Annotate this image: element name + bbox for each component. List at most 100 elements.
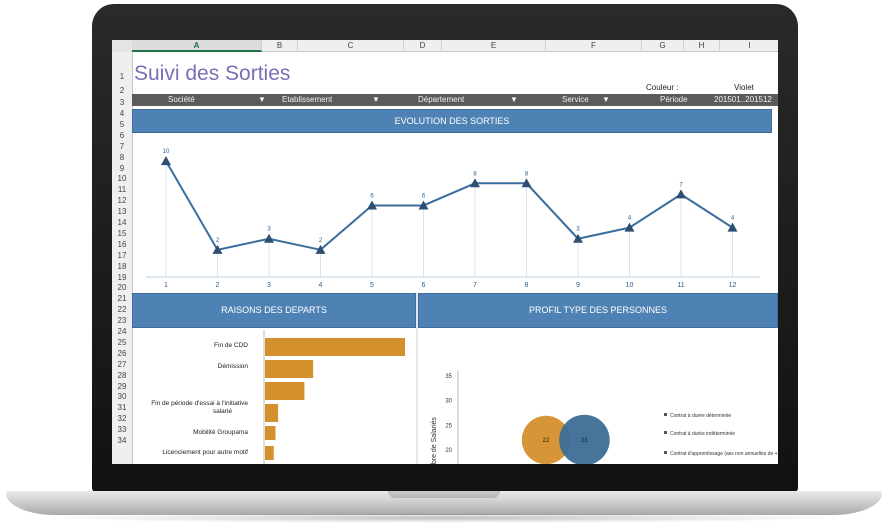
row-header[interactable]: 5 bbox=[119, 119, 125, 129]
data-label: 8 bbox=[473, 171, 477, 177]
x-tick-label: 3 bbox=[267, 282, 271, 289]
evolution-banner: EVOLUTION DES SORTIES bbox=[132, 109, 772, 133]
x-tick-label: 12 bbox=[729, 282, 737, 289]
row-header[interactable]: 33 bbox=[117, 425, 127, 435]
column-header[interactable]: B bbox=[262, 40, 298, 52]
dropdown-arrow-icon[interactable]: ▼ bbox=[372, 95, 380, 104]
data-point bbox=[161, 156, 171, 166]
row-header[interactable]: 19 bbox=[117, 272, 127, 282]
data-point bbox=[470, 178, 480, 188]
column-header[interactable]: E bbox=[442, 40, 546, 52]
filter-periode[interactable]: Période bbox=[660, 95, 688, 104]
data-label: 7 bbox=[679, 182, 683, 188]
row-header[interactable]: 20 bbox=[117, 283, 127, 293]
column-header[interactable]: F bbox=[546, 40, 642, 52]
x-tick-label: 1 bbox=[164, 282, 168, 289]
row-header[interactable]: 22 bbox=[117, 305, 127, 315]
page-title: Suivi des Sorties bbox=[134, 62, 291, 85]
row-header[interactable]: 14 bbox=[117, 218, 127, 227]
row-header[interactable]: 34 bbox=[117, 436, 127, 445]
bar-category-label: Fin de période d'essai à l'initiative sal… bbox=[151, 400, 248, 415]
bubble-label: 22 bbox=[543, 438, 550, 444]
row-header[interactable]: 31 bbox=[117, 403, 127, 413]
legend-marker bbox=[664, 413, 667, 416]
bubble-label: 23 bbox=[581, 438, 588, 444]
data-label: 2 bbox=[319, 238, 323, 244]
data-point bbox=[624, 222, 635, 232]
row-header[interactable]: 10 bbox=[117, 174, 127, 184]
row-header[interactable]: 16 bbox=[117, 239, 127, 249]
row-header[interactable]: 21 bbox=[117, 294, 127, 304]
row-header[interactable]: 8 bbox=[119, 152, 125, 162]
row-header[interactable]: 27 bbox=[117, 359, 127, 369]
row-header[interactable]: 4 bbox=[119, 109, 125, 118]
row-header[interactable]: 30 bbox=[117, 392, 127, 402]
row-header[interactable]: 2 bbox=[119, 86, 125, 95]
dropdown-arrow-icon[interactable]: ▼ bbox=[258, 95, 266, 104]
x-tick-label: 9 bbox=[576, 282, 580, 289]
column-header[interactable]: G bbox=[642, 40, 684, 52]
data-point bbox=[573, 233, 583, 243]
data-label: 3 bbox=[576, 227, 580, 233]
row-header[interactable]: 13 bbox=[117, 207, 127, 217]
y-tick-label: 25 bbox=[445, 423, 452, 429]
row-header[interactable]: 11 bbox=[117, 185, 127, 195]
column-header[interactable]: A bbox=[132, 40, 262, 52]
row-header[interactable]: 32 bbox=[117, 414, 127, 424]
row-header[interactable]: 12 bbox=[117, 196, 127, 206]
dropdown-arrow-icon[interactable]: ▼ bbox=[602, 95, 610, 104]
legend-marker bbox=[664, 431, 667, 434]
panel-separator bbox=[416, 293, 418, 464]
column-header[interactable]: C bbox=[298, 40, 404, 52]
couleur-value[interactable]: Violet bbox=[734, 83, 754, 92]
data-point bbox=[367, 200, 377, 210]
column-header[interactable]: D bbox=[404, 40, 442, 52]
x-tick-label: 6 bbox=[422, 282, 426, 289]
row-header[interactable]: 6 bbox=[119, 130, 125, 140]
profil-banner: PROFIL TYPE DES PERSONNES bbox=[418, 293, 778, 328]
filter-etablissement[interactable]: Etablissement bbox=[282, 95, 333, 104]
row-header[interactable]: 9 bbox=[119, 163, 125, 173]
bar-category-label-line: Fin de période d'essai à l'initiative bbox=[151, 400, 248, 407]
row-header[interactable]: 23 bbox=[117, 316, 127, 326]
row-header[interactable]: 26 bbox=[117, 348, 127, 358]
x-tick-label: 7 bbox=[473, 282, 477, 289]
bar bbox=[265, 338, 405, 356]
data-label: 8 bbox=[525, 171, 529, 177]
row-header[interactable]: 29 bbox=[117, 381, 127, 391]
row-header[interactable]: 28 bbox=[117, 370, 127, 380]
data-label: 4 bbox=[731, 216, 735, 222]
data-point bbox=[315, 244, 326, 254]
laptop-screen: ABCDEFGHIJ 12345678910111213141516171819… bbox=[112, 40, 778, 464]
row-header[interactable]: 25 bbox=[117, 337, 127, 347]
column-header[interactable]: H bbox=[684, 40, 720, 52]
filter-service[interactable]: Service bbox=[562, 95, 589, 104]
row-header[interactable]: 18 bbox=[117, 261, 127, 271]
column-header[interactable]: I bbox=[720, 40, 778, 52]
row-header[interactable]: 7 bbox=[119, 141, 125, 151]
dropdown-arrow-icon[interactable]: ▼ bbox=[510, 95, 518, 104]
row-header[interactable]: 24 bbox=[117, 327, 127, 336]
x-tick-label: 10 bbox=[626, 282, 634, 289]
y-tick-label: 20 bbox=[445, 448, 452, 454]
row-header[interactable]: 1 bbox=[119, 72, 125, 81]
y-tick-label: 35 bbox=[445, 374, 452, 380]
row-header[interactable]: 17 bbox=[117, 250, 127, 260]
y-axis-label: Nombre de Salariés bbox=[431, 417, 438, 464]
bar-category-label: Fin de CDD bbox=[214, 342, 248, 349]
filter-periode-value[interactable]: 201501..201512 bbox=[714, 95, 772, 104]
filter-bar: Société ▼ Etablissement ▼ Département ▼ … bbox=[132, 94, 778, 106]
bar bbox=[265, 404, 279, 422]
filter-societe[interactable]: Société bbox=[168, 95, 195, 104]
filter-departement[interactable]: Département bbox=[418, 95, 465, 104]
bar-category-label: Démission bbox=[218, 363, 249, 370]
bar bbox=[265, 446, 274, 460]
raisons-banner: RAISONS DES DEPARTS bbox=[132, 293, 416, 328]
data-point bbox=[212, 244, 223, 254]
row-header[interactable]: 3 bbox=[119, 98, 125, 107]
legend-entry: Contrat à durée indéterminée bbox=[670, 431, 735, 437]
row-header[interactable]: 15 bbox=[117, 228, 127, 238]
couleur-label: Couleur : bbox=[646, 83, 679, 92]
data-label: 6 bbox=[422, 193, 426, 199]
